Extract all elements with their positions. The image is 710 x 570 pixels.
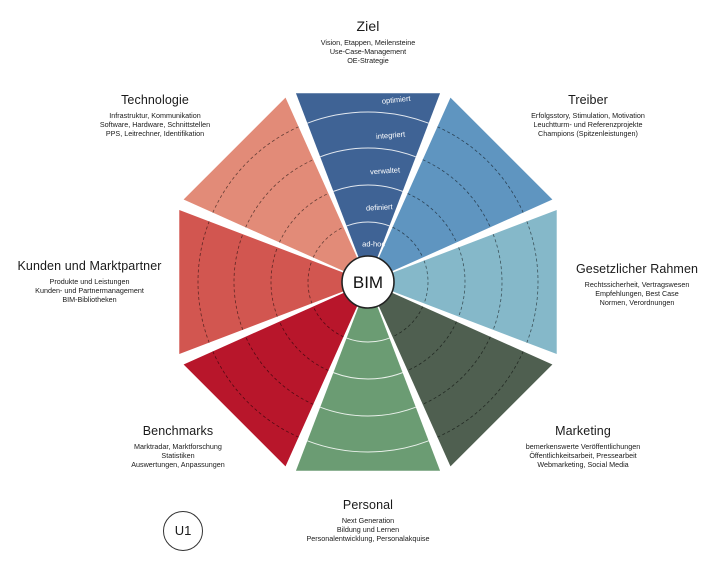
maturity-level-label: ad-hoc bbox=[362, 239, 385, 248]
maturity-ring-arc bbox=[307, 111, 429, 124]
segment-title: Treiber bbox=[568, 93, 608, 107]
maturity-ring-arc bbox=[333, 184, 403, 192]
maturity-ring-arc bbox=[312, 306, 344, 338]
segment-title: Personal bbox=[342, 498, 394, 512]
maturity-ring-arc bbox=[270, 247, 278, 317]
segment-label-gesetzlicher-rahmen: Gesetzlicher Rahmen Rechtssicherheit, Ve… bbox=[572, 262, 702, 307]
segment-desc-line: Vision, Etappen, Meilensteine bbox=[320, 37, 416, 47]
maturity-ring-arc bbox=[407, 321, 457, 371]
segment-label-treiber: Treiber Erfolgsstory, Stimulation, Motiv… bbox=[508, 93, 668, 138]
segment-desc-line: Webmarketing, Social Media bbox=[537, 459, 629, 469]
maturity-ring-arc bbox=[437, 351, 524, 438]
maturity-level-label: optimiert bbox=[381, 94, 411, 106]
maturity-level-label: integriert bbox=[376, 129, 407, 141]
wheel-segment bbox=[183, 292, 358, 467]
segment-title: Benchmarks bbox=[142, 424, 214, 438]
segment-desc-line: Produkte und Leistungen bbox=[49, 276, 130, 286]
segment-desc-line: Use-Case-Management bbox=[329, 46, 407, 56]
maturity-ring-arc bbox=[312, 226, 344, 258]
maturity-ring-arc bbox=[197, 221, 210, 343]
segment-desc-line: Bildung und Lernen bbox=[336, 524, 400, 534]
maturity-ring-arc bbox=[346, 221, 390, 227]
segment-label-technologie: Technologie Infrastruktur, Kommunikation… bbox=[80, 93, 230, 138]
segment-desc-line: Marktradar, Marktforschung bbox=[134, 441, 222, 451]
segment-title: Marketing bbox=[555, 424, 611, 438]
segment-desc-line: PPS, Leitrechner, Identifikation bbox=[105, 128, 205, 138]
wheel-segment bbox=[378, 292, 553, 467]
segment-desc-line: Champions (Spitzenleistungen) bbox=[538, 128, 638, 138]
wheel-segment bbox=[295, 306, 441, 471]
segment-desc-line: bemerkenswerte Veröffentlichungen bbox=[525, 441, 641, 451]
segment-desc-line: Personalentwicklung, Personalakquise bbox=[306, 533, 430, 543]
segment-desc-line: Next Generation bbox=[341, 515, 395, 525]
segment-desc-line: Normen, Verordnungen bbox=[599, 297, 675, 307]
maturity-ring-arc bbox=[320, 147, 416, 158]
maturity-ring-arc bbox=[279, 321, 329, 371]
wheel-segment bbox=[179, 209, 344, 355]
segment-label-benchmarks: Benchmarks Marktradar, Marktforschung St… bbox=[118, 424, 238, 469]
maturity-ring-arc bbox=[392, 306, 424, 338]
wheel-segment bbox=[378, 97, 553, 272]
maturity-level-label: verwaltet bbox=[370, 165, 401, 176]
figure-badge: U1 bbox=[163, 511, 203, 551]
maturity-ring-arc bbox=[458, 247, 466, 317]
segment-desc-line: Auswertungen, Anpassungen bbox=[131, 459, 225, 469]
maturity-ring-arc bbox=[392, 226, 424, 258]
maturity-ring-arc bbox=[423, 260, 429, 304]
segment-title: Ziel bbox=[356, 18, 380, 34]
maturity-ring-arc bbox=[212, 126, 299, 213]
segment-desc-line: Empfehlungen, Best Case bbox=[595, 288, 679, 298]
segment-title: Kunden und Marktpartner bbox=[17, 259, 162, 273]
maturity-level-label: definiert bbox=[366, 202, 394, 212]
segment-desc-line: Kunden- und Partnermanagement bbox=[35, 285, 144, 295]
maturity-ring-arc bbox=[307, 440, 429, 453]
segment-label-personal: Personal Next Generation Bildung und Ler… bbox=[288, 498, 448, 543]
segment-label-ziel: Ziel Vision, Etappen, Meilensteine Use-C… bbox=[278, 18, 458, 65]
maturity-ring-arc bbox=[333, 372, 403, 380]
segment-desc-line: Öffentlichkeitsarbeit, Pressearbeit bbox=[529, 450, 637, 460]
center-circle bbox=[341, 255, 395, 309]
segment-desc-line: Statistiken bbox=[161, 450, 195, 460]
maturity-ring-arc bbox=[437, 126, 524, 213]
segment-title: Technologie bbox=[121, 93, 189, 107]
segment-desc-line: Leuchtturm- und Referenzprojekte bbox=[533, 119, 643, 129]
segment-desc-line: Erfolgsstory, Stimulation, Motivation bbox=[531, 110, 645, 120]
maturity-ring-arc bbox=[407, 193, 457, 243]
segment-desc-line: Software, Hardware, Schnittstellen bbox=[99, 119, 211, 129]
maturity-ring-arc bbox=[212, 351, 299, 438]
segment-desc-line: BIM-Bibliotheken bbox=[62, 294, 117, 304]
maturity-ring-arc bbox=[346, 337, 390, 343]
wheel-segment bbox=[295, 93, 441, 258]
segment-label-kunden-und-marktpartner: Kunden und Marktpartner Produkte und Lei… bbox=[12, 259, 167, 304]
maturity-ring-arc bbox=[279, 193, 329, 243]
segment-label-marketing: Marketing bemerkenswerte Veröffentlichun… bbox=[508, 424, 658, 469]
center-label: BIM bbox=[353, 273, 383, 292]
segment-title: Gesetzlicher Rahmen bbox=[575, 262, 699, 276]
maturity-ring-arc bbox=[320, 406, 416, 417]
segment-desc-line: OE-Strategie bbox=[347, 55, 389, 65]
segment-desc-line: Rechtssicherheit, Vertragswesen bbox=[584, 279, 690, 289]
maturity-ring-arc bbox=[526, 221, 539, 343]
maturity-ring-arc bbox=[307, 260, 313, 304]
wheel-segment bbox=[392, 209, 557, 355]
segment-desc-line: Infrastruktur, Kommunikation bbox=[109, 110, 201, 120]
wheel-segment bbox=[183, 97, 358, 272]
